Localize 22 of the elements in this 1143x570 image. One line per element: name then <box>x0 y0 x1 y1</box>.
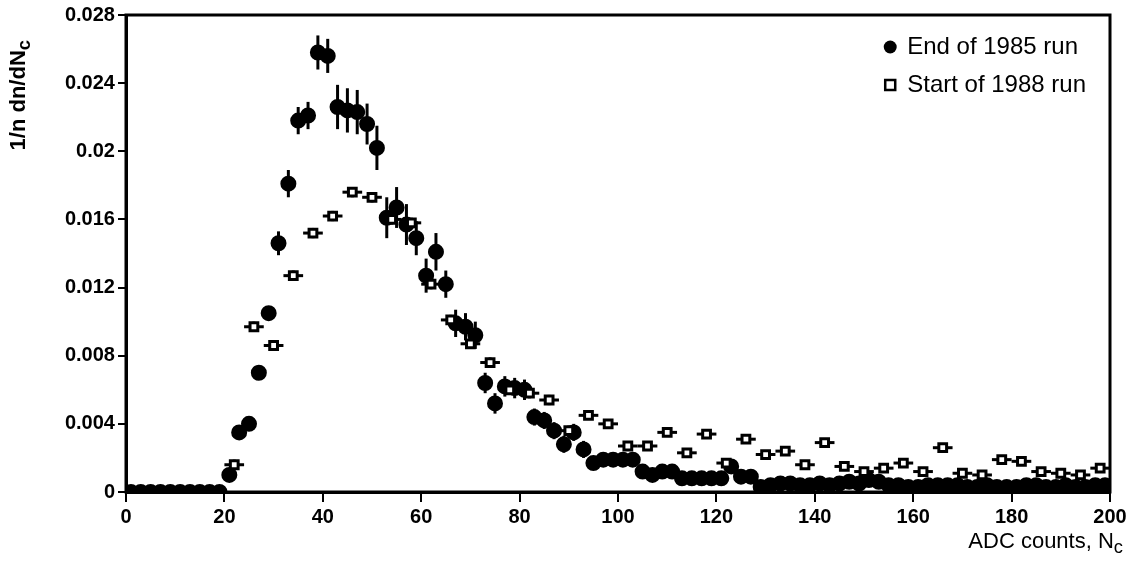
y-tick-label: 0.008 <box>64 343 115 366</box>
x-tick-label: 80 <box>508 504 531 527</box>
x-tick-label: 20 <box>213 504 236 527</box>
x-tick-label: 60 <box>410 504 433 527</box>
y-tick-label: 0.012 <box>64 275 115 298</box>
y-tick-label: 0 <box>103 479 115 502</box>
y-tick-label: 0.004 <box>64 411 116 434</box>
x-axis-title: ADC counts, N$_{c}$ <box>968 528 1123 559</box>
y-tick-label: 0.02 <box>76 138 115 161</box>
y-tick-label: 0.016 <box>64 206 115 229</box>
x-tick-label: 180 <box>994 504 1029 527</box>
legend-label: End of 1985 run <box>907 31 1079 59</box>
x-tick-label: 40 <box>311 504 334 527</box>
y-tick-label: 0.028 <box>64 2 115 25</box>
x-tick-label: 160 <box>896 504 930 527</box>
y-tick-label: 0.024 <box>64 70 116 93</box>
x-tick-label: 140 <box>798 504 832 527</box>
x-tick-label: 100 <box>601 504 635 527</box>
x-tick-label: 200 <box>1093 504 1127 527</box>
x-tick-label: 0 <box>120 504 132 527</box>
x-tick-label: 120 <box>699 504 734 527</box>
legend-label: Start of 1988 run <box>907 69 1086 97</box>
